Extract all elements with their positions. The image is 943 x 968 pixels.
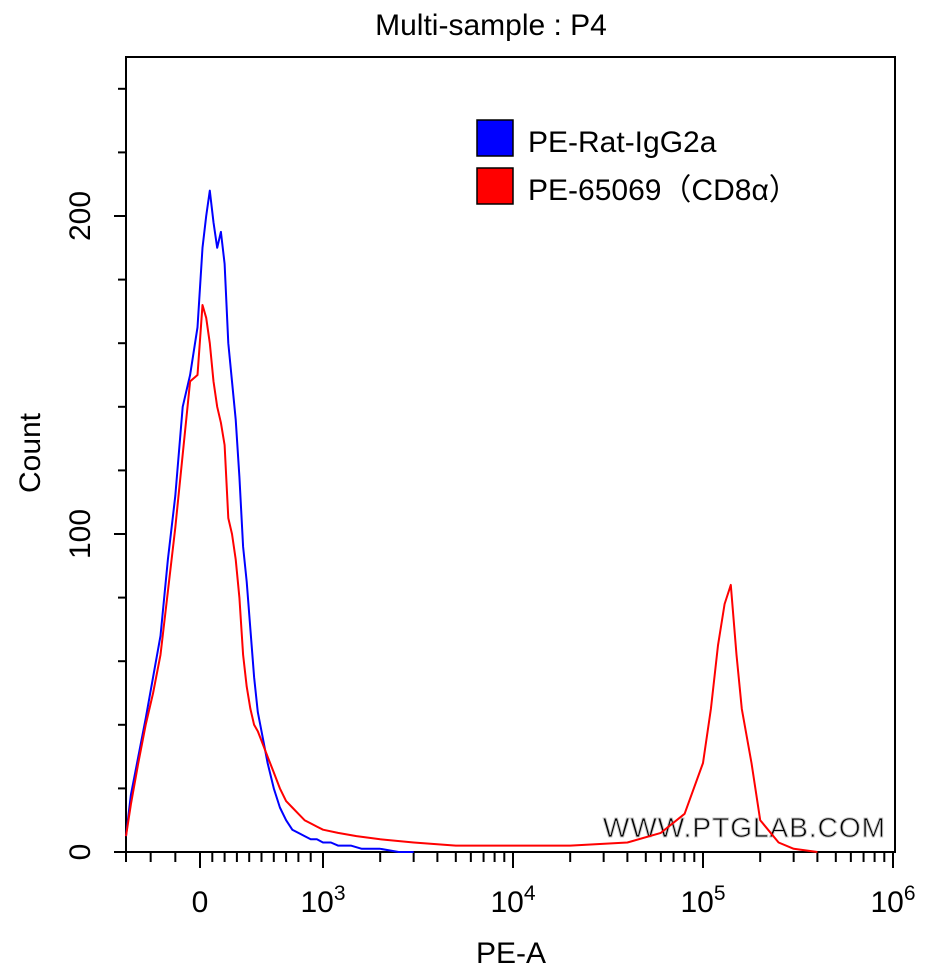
series-line-sample — [125, 304, 818, 853]
y-tick-label: 200 — [64, 191, 97, 241]
legend-label-sample: PE-65069（CD8α） — [528, 174, 799, 207]
y-axis-label: Count — [14, 412, 47, 493]
x-tick-label: 0 — [192, 886, 209, 919]
data-layer — [125, 189, 818, 853]
x-axis-label: PE-A — [476, 937, 546, 968]
legend: PE-Rat-IgG2a PE-65069（CD8α） — [476, 119, 799, 207]
x-tick-label: 105 — [680, 882, 725, 919]
x-tick-label: 106 — [870, 882, 915, 919]
x-tick-label: 103 — [300, 882, 345, 919]
legend-label-isotype: PE-Rat-IgG2a — [528, 126, 717, 159]
y-tick-label: 100 — [64, 509, 97, 559]
watermark: WWW.PTGLAB.COM — [603, 812, 886, 843]
ticks-layer: 0 100 200 0 103 104 105 106 — [64, 87, 916, 919]
legend-swatch-isotype — [476, 119, 514, 157]
series-line-isotype — [125, 189, 414, 853]
legend-swatch-sample — [476, 167, 514, 205]
chart-title: Multi-sample : P4 — [375, 9, 607, 42]
x-tick-label: 104 — [490, 882, 535, 919]
y-tick-label: 0 — [64, 844, 97, 861]
